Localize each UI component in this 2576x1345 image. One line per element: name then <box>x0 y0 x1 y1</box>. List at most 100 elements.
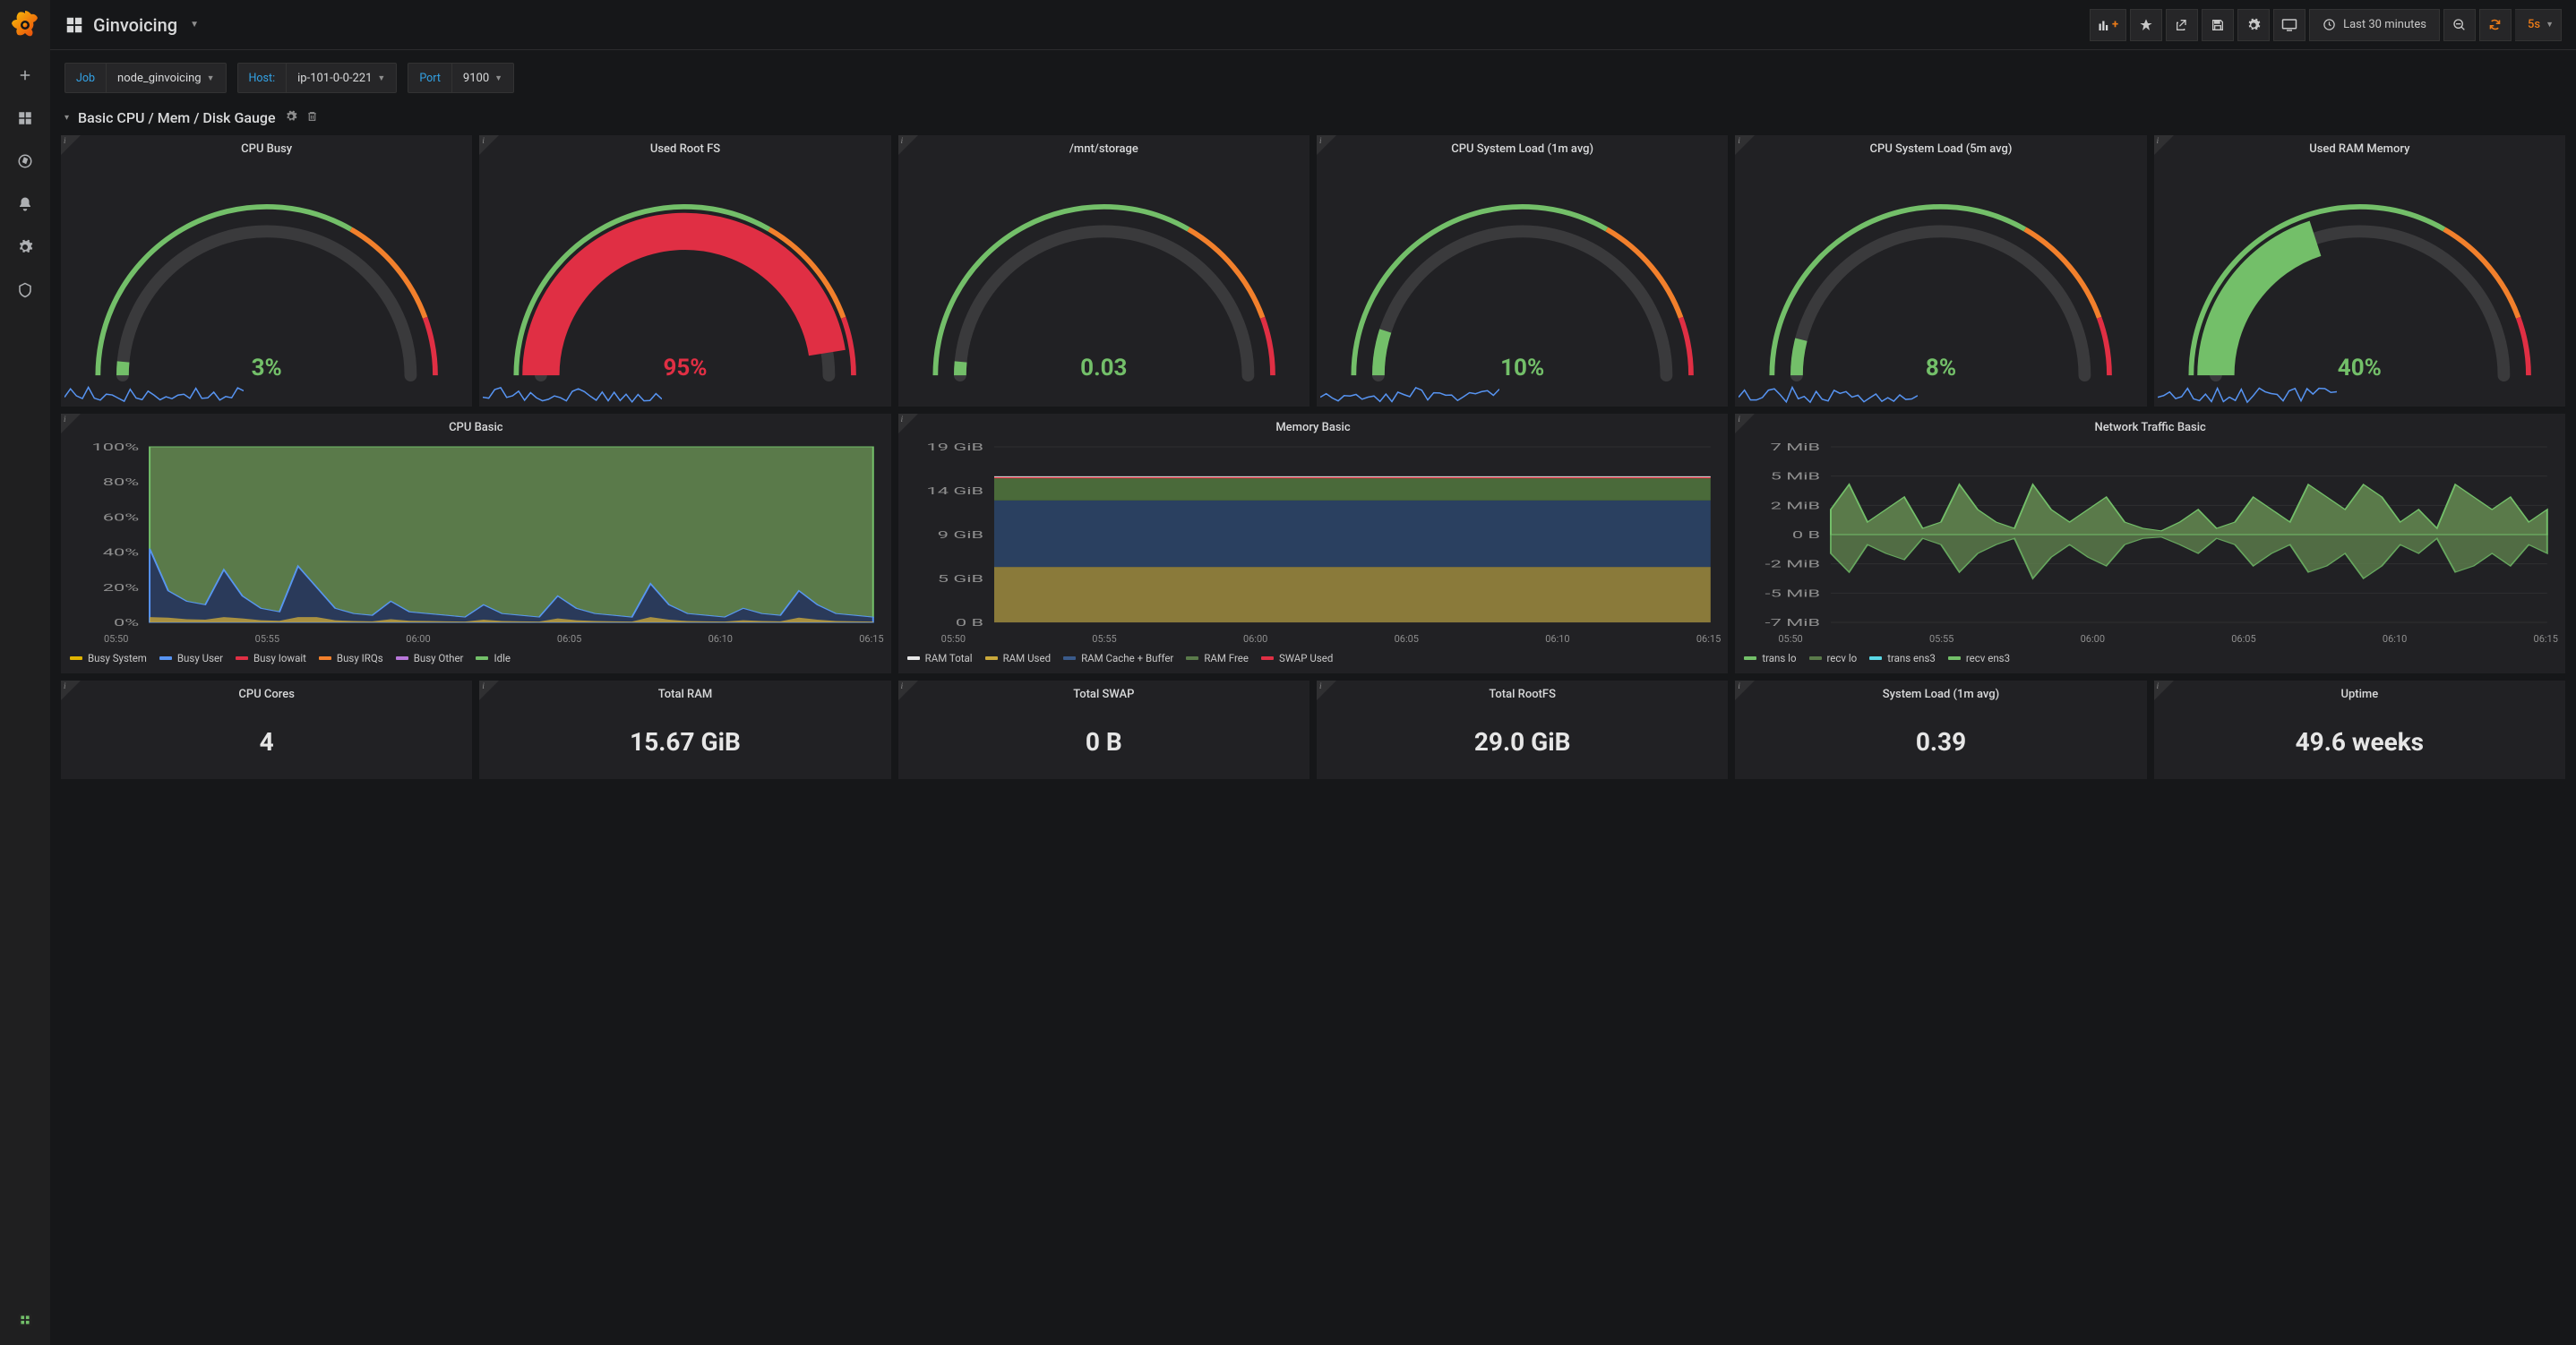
legend-item[interactable]: trans ens3 <box>1869 652 1936 664</box>
gauge-panel[interactable]: i CPU System Load (1m avg) 10% <box>1317 135 1728 407</box>
legend-item[interactable]: recv lo <box>1809 652 1858 664</box>
stat-panel[interactable]: i Total RootFS 29.0 GiB <box>1317 681 1728 779</box>
svg-text:2 MiB: 2 MiB <box>1771 500 1821 511</box>
cpu-chart: 100%80%60%40%20%0% <box>68 441 884 630</box>
settings-button[interactable] <box>2237 9 2270 41</box>
stat-panel[interactable]: i CPU Cores 4 <box>61 681 472 779</box>
legend-item[interactable]: RAM Used <box>985 652 1051 664</box>
legend-item[interactable]: Busy User <box>159 652 223 664</box>
stat-panel[interactable]: i System Load (1m avg) 0.39 <box>1735 681 2146 779</box>
explore-icon[interactable] <box>7 143 43 179</box>
network-chart: 7 MiB5 MiB2 MiB0 B-2 MiB-5 MiB-7 MiB <box>1742 441 2558 630</box>
variable-job[interactable]: Jobnode_ginvoicing ▼ <box>64 63 227 93</box>
svg-text:-5 MiB: -5 MiB <box>1765 587 1821 599</box>
network-basic-panel[interactable]: i Network Traffic Basic 7 MiB5 MiB2 MiB0… <box>1735 414 2565 673</box>
legend-item[interactable]: RAM Cache + Buffer <box>1063 652 1173 664</box>
admin-icon[interactable] <box>7 272 43 308</box>
chevron-down-icon: ▼ <box>190 20 199 30</box>
refresh-button[interactable] <box>2479 9 2512 41</box>
svg-text:5 MiB: 5 MiB <box>1771 471 1821 483</box>
svg-text:19 GiB: 19 GiB <box>926 441 983 453</box>
row-delete-icon[interactable] <box>306 110 318 126</box>
dashboard-icon <box>64 15 84 35</box>
clock-icon <box>2323 18 2336 31</box>
legend-item[interactable]: RAM Free <box>1186 652 1249 664</box>
star-button[interactable] <box>2130 9 2162 41</box>
save-button[interactable] <box>2202 9 2234 41</box>
memory-chart: 19 GiB14 GiB9 GiB5 GiB0 B <box>906 441 1722 630</box>
legend-item[interactable]: Busy Iowait <box>236 652 306 664</box>
memory-basic-panel[interactable]: i Memory Basic 19 GiB14 GiB9 GiB5 GiB0 B… <box>898 414 1729 673</box>
legend-item[interactable]: recv ens3 <box>1948 652 2010 664</box>
svg-text:20%: 20% <box>103 582 139 594</box>
time-range-button[interactable]: Last 30 minutes <box>2309 9 2440 41</box>
stat-value: 29.0 GiB <box>1317 705 1728 779</box>
dashboard-title-button[interactable]: Ginvoicing ▼ <box>64 14 199 36</box>
stat-value: 0 B <box>898 705 1309 779</box>
add-icon[interactable] <box>7 57 43 93</box>
variable-port[interactable]: Port9100 ▼ <box>408 63 514 93</box>
svg-text:9 GiB: 9 GiB <box>937 529 983 541</box>
gauge-panel[interactable]: i /mnt/storage 0.03 <box>898 135 1309 407</box>
panel-title: Used Root FS <box>479 135 890 159</box>
variable-value: node_ginvoicing ▼ <box>107 64 225 92</box>
panel-title: CPU System Load (1m avg) <box>1317 135 1728 159</box>
gauge-value: 3% <box>252 355 282 381</box>
panel-title: Total RAM <box>479 681 890 705</box>
stat-value: 15.67 GiB <box>479 705 890 779</box>
refresh-interval: 5s <box>2522 18 2546 31</box>
time-range-label: Last 30 minutes <box>2343 18 2426 31</box>
gauge-panel[interactable]: i CPU Busy 3% <box>61 135 472 407</box>
chevron-down-icon: ▾ <box>64 113 69 123</box>
gauge-value: 10% <box>1500 355 1544 381</box>
svg-text:0%: 0% <box>114 617 139 629</box>
row-header[interactable]: ▾ Basic CPU / Mem / Disk Gauge <box>50 106 2576 135</box>
share-button[interactable] <box>2166 9 2198 41</box>
legend-item[interactable]: Busy IRQs <box>319 652 383 664</box>
tv-mode-button[interactable] <box>2273 9 2306 41</box>
stat-value: 4 <box>61 705 472 779</box>
stat-panel[interactable]: i Uptime 49.6 weeks <box>2154 681 2565 779</box>
panel-title: /mnt/storage <box>898 135 1309 159</box>
gauge-panel[interactable]: i Used RAM Memory 40% <box>2154 135 2565 407</box>
panel-title: CPU Cores <box>61 681 472 705</box>
svg-text:-2 MiB: -2 MiB <box>1765 559 1821 570</box>
variable-value: ip-101-0-0-221 ▼ <box>287 64 396 92</box>
legend-item[interactable]: SWAP Used <box>1261 652 1333 664</box>
svg-text:5 GiB: 5 GiB <box>937 573 983 585</box>
svg-text:0 B: 0 B <box>1792 529 1820 541</box>
panel-title: Total RootFS <box>1317 681 1728 705</box>
legend-item[interactable]: Idle <box>476 652 511 664</box>
grafana-logo[interactable] <box>7 7 43 43</box>
legend-item[interactable]: Busy System <box>70 652 147 664</box>
add-panel-button[interactable]: + <box>2090 9 2126 41</box>
gauge-panel[interactable]: i CPU System Load (5m avg) 8% <box>1735 135 2146 407</box>
variable-value: 9100 ▼ <box>452 64 513 92</box>
stat-panel[interactable]: i Total RAM 15.67 GiB <box>479 681 890 779</box>
nav-sidebar <box>0 0 50 1345</box>
gauge-value: 0.03 <box>1080 355 1127 381</box>
panel-title: CPU Basic <box>61 414 891 438</box>
sparkline <box>483 380 662 405</box>
dashboards-icon[interactable] <box>7 100 43 136</box>
alerting-icon[interactable] <box>7 186 43 222</box>
legend-item[interactable]: Busy Other <box>396 652 464 664</box>
server-icon[interactable] <box>7 1302 43 1338</box>
config-icon[interactable] <box>7 229 43 265</box>
variable-host[interactable]: Host:ip-101-0-0-221 ▼ <box>237 63 398 93</box>
zoom-out-button[interactable] <box>2443 9 2476 41</box>
panel-title: Network Traffic Basic <box>1735 414 2565 438</box>
svg-text:60%: 60% <box>103 511 139 523</box>
legend-item[interactable]: trans lo <box>1744 652 1796 664</box>
template-variables: Jobnode_ginvoicing ▼ Host:ip-101-0-0-221 … <box>50 50 2576 106</box>
sparkline <box>1320 380 1499 405</box>
svg-text:-7 MiB: -7 MiB <box>1765 617 1821 629</box>
svg-text:40%: 40% <box>103 547 139 559</box>
refresh-interval-button[interactable]: 5s▼ <box>2515 9 2562 41</box>
row-settings-icon[interactable] <box>285 110 297 126</box>
legend-item[interactable]: RAM Total <box>907 652 973 664</box>
gauge-panel[interactable]: i Used Root FS 95% <box>479 135 890 407</box>
cpu-basic-panel[interactable]: i CPU Basic 100%80%60%40%20%0% 05:5005:5… <box>61 414 891 673</box>
stat-panel[interactable]: i Total SWAP 0 B <box>898 681 1309 779</box>
panel-title: Used RAM Memory <box>2154 135 2565 159</box>
